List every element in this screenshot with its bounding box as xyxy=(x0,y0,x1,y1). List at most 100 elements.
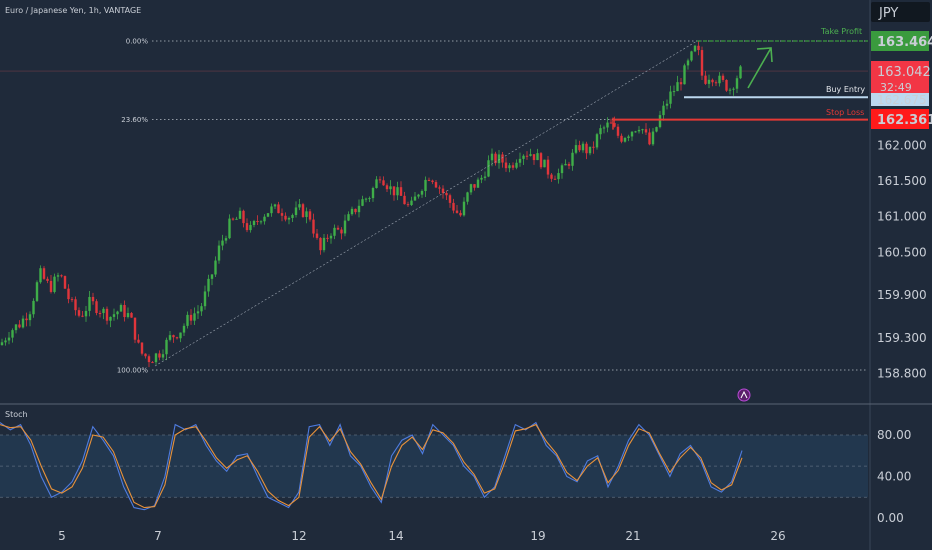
candle-body xyxy=(634,131,637,133)
candle-body xyxy=(189,314,193,321)
candle-body xyxy=(434,182,438,188)
candle-body xyxy=(385,185,389,190)
candle-body xyxy=(88,296,91,311)
candle-body xyxy=(123,305,126,318)
candle-body xyxy=(70,299,74,301)
candle-body xyxy=(431,180,434,183)
candle-body xyxy=(473,184,476,188)
price-tick-label: 161.500 xyxy=(877,174,927,188)
candle-body xyxy=(224,238,228,241)
candle-body xyxy=(98,313,102,315)
candle-body xyxy=(525,155,529,157)
candle-body xyxy=(95,301,98,314)
candle-body xyxy=(469,184,473,193)
candle-body xyxy=(291,215,294,218)
candle-body xyxy=(693,45,697,52)
candle-body xyxy=(151,362,154,364)
currency-label: JPY xyxy=(878,6,898,21)
candle-body xyxy=(161,354,165,358)
candle-body xyxy=(718,75,721,84)
candle-body xyxy=(595,134,599,148)
candle-body xyxy=(427,179,431,181)
candle-body xyxy=(441,188,445,193)
stoch-tick-label: 0.00 xyxy=(877,511,904,525)
candle-body xyxy=(448,195,452,203)
candle-body xyxy=(522,155,525,159)
candle-body xyxy=(32,300,35,315)
candle-body xyxy=(245,223,249,231)
brand-logo-icon[interactable] xyxy=(737,388,751,402)
candle-body xyxy=(196,311,200,314)
candle-body xyxy=(546,159,550,175)
candle-body xyxy=(704,75,707,84)
candle-body xyxy=(371,187,375,199)
candle-body xyxy=(396,187,399,196)
candle-body xyxy=(508,165,511,169)
candle-body xyxy=(252,221,256,226)
trade-levels[interactable] xyxy=(612,40,868,130)
candle-body xyxy=(403,195,406,205)
candle-body xyxy=(560,165,564,174)
time-tick-label: 26 xyxy=(770,529,785,543)
candle-body xyxy=(21,318,25,328)
candle-body xyxy=(515,162,518,168)
candle-body xyxy=(602,127,606,129)
time-tick-label: 5 xyxy=(58,529,66,543)
candle-body xyxy=(91,296,95,302)
candle-body xyxy=(329,235,333,239)
candle-body xyxy=(413,196,417,201)
candle-body xyxy=(231,218,235,220)
candle-body xyxy=(175,337,179,339)
candle-body xyxy=(399,187,403,196)
candle-body xyxy=(571,152,574,166)
candle-body xyxy=(651,131,655,145)
currency-selector[interactable]: JPY xyxy=(871,2,930,22)
price-tick-label: 158.800 xyxy=(877,367,927,381)
candle-body xyxy=(567,163,571,166)
candle-body xyxy=(487,160,490,177)
candle-body xyxy=(158,353,161,358)
candle-body xyxy=(683,65,686,85)
candle-body xyxy=(623,137,627,142)
fib-trend-line[interactable] xyxy=(154,40,698,367)
candle-body xyxy=(721,75,725,80)
candle-body xyxy=(63,276,67,289)
candle-body xyxy=(112,314,116,317)
candle-body xyxy=(172,335,175,338)
candle-body xyxy=(18,324,21,328)
candle-body xyxy=(637,129,641,132)
candle-body xyxy=(116,311,119,315)
candle-body xyxy=(326,237,329,239)
candle-body xyxy=(284,215,287,220)
candle-body xyxy=(553,178,557,180)
candle-body xyxy=(354,208,357,213)
candle-body xyxy=(200,306,203,312)
candle-body xyxy=(140,342,144,354)
candle-body xyxy=(550,174,553,179)
candle-body xyxy=(74,299,77,311)
price-tick-label: 162.000 xyxy=(877,138,927,152)
candle-body xyxy=(263,216,266,222)
candle-body xyxy=(280,213,284,216)
candle-body xyxy=(207,278,210,292)
candle-body xyxy=(641,129,644,131)
candle-body xyxy=(483,176,487,178)
candle-body xyxy=(294,207,298,216)
candle-body xyxy=(53,276,56,292)
candle-body xyxy=(319,237,322,251)
candle-body xyxy=(137,339,140,343)
candle-body xyxy=(305,211,308,218)
candle-body xyxy=(39,268,42,283)
stoch-tick-label: 40.00 xyxy=(877,470,911,484)
candle-body xyxy=(119,305,123,312)
candle-body xyxy=(686,60,690,66)
candle-body xyxy=(518,158,522,163)
projection-arrow[interactable] xyxy=(747,47,773,89)
candle-body xyxy=(592,146,595,148)
candle-body xyxy=(494,153,497,164)
candle-body xyxy=(364,198,368,200)
candle-body xyxy=(49,280,53,292)
candle-body xyxy=(133,317,137,340)
time-tick-label: 14 xyxy=(388,529,403,543)
